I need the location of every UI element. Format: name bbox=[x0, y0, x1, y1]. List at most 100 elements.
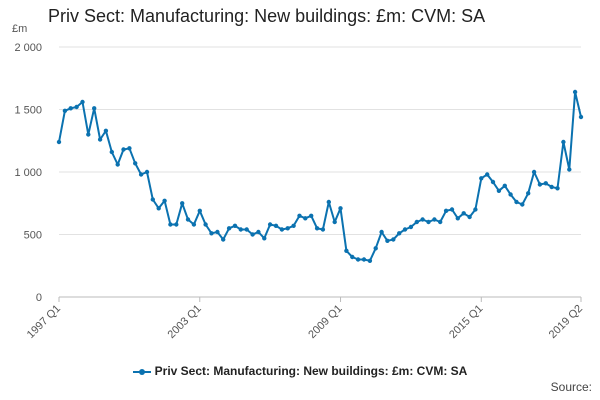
data-point bbox=[408, 224, 414, 230]
data-point bbox=[297, 213, 302, 218]
series-layer bbox=[56, 89, 584, 263]
data-point bbox=[180, 201, 185, 206]
data-point bbox=[502, 183, 507, 188]
y-tick-label: 1 000 bbox=[14, 167, 42, 179]
data-point bbox=[109, 149, 115, 155]
data-point bbox=[221, 237, 226, 242]
data-point bbox=[314, 226, 320, 231]
x-tick-label: 2019 Q2 bbox=[547, 303, 585, 341]
data-point bbox=[244, 227, 249, 232]
data-point bbox=[508, 192, 513, 197]
data-point bbox=[250, 232, 255, 237]
data-point bbox=[291, 223, 296, 228]
data-point bbox=[267, 222, 273, 227]
data-point bbox=[455, 216, 460, 221]
data-point bbox=[226, 226, 232, 231]
data-point bbox=[361, 257, 367, 262]
data-point bbox=[543, 181, 548, 186]
data-point bbox=[92, 106, 97, 111]
data-point bbox=[520, 202, 525, 207]
data-point bbox=[420, 217, 425, 222]
data-point bbox=[133, 161, 138, 166]
data-point bbox=[526, 191, 531, 196]
data-point bbox=[144, 169, 150, 175]
data-point bbox=[320, 227, 326, 232]
data-point bbox=[303, 216, 308, 221]
data-point bbox=[215, 229, 220, 235]
data-point bbox=[97, 137, 103, 142]
data-point bbox=[391, 237, 396, 242]
legend-line-marker-icon bbox=[132, 367, 151, 377]
source-label: Source: bbox=[550, 380, 592, 394]
data-point bbox=[350, 254, 355, 260]
y-tick-label: 0 bbox=[36, 292, 42, 304]
y-tick-label: 2 000 bbox=[14, 42, 42, 54]
data-point bbox=[309, 213, 314, 218]
data-point bbox=[191, 222, 197, 227]
data-point bbox=[537, 182, 543, 187]
data-point bbox=[80, 99, 85, 105]
data-point bbox=[479, 176, 484, 181]
data-point bbox=[256, 229, 261, 235]
data-point bbox=[514, 199, 519, 205]
data-point bbox=[473, 207, 478, 212]
data-point bbox=[162, 198, 167, 203]
data-point bbox=[174, 222, 179, 227]
legend-label: Priv Sect: Manufacturing: New buildings:… bbox=[154, 364, 468, 378]
data-point bbox=[185, 217, 191, 222]
data-point bbox=[238, 227, 243, 232]
data-point bbox=[262, 236, 267, 241]
data-point bbox=[127, 146, 132, 151]
data-point bbox=[355, 257, 361, 262]
data-point bbox=[168, 222, 173, 227]
data-point bbox=[121, 147, 126, 152]
data-point bbox=[103, 128, 109, 133]
data-point bbox=[62, 108, 68, 114]
x-tick-label: 2003 Q1 bbox=[166, 303, 204, 341]
data-point bbox=[285, 226, 290, 231]
data-point bbox=[402, 227, 408, 232]
y-tick-label: 1 500 bbox=[14, 105, 42, 117]
y-axis-ticks: 0 500 1 000 1 500 2 000 bbox=[14, 42, 42, 304]
data-point bbox=[549, 184, 554, 190]
data-point bbox=[344, 248, 349, 253]
x-tick-label: 1997 Q1 bbox=[25, 303, 63, 341]
data-point bbox=[332, 219, 337, 225]
data-point bbox=[561, 139, 566, 145]
data-point bbox=[578, 114, 584, 120]
data-point bbox=[438, 219, 443, 225]
data-point bbox=[467, 214, 472, 220]
x-axis-ticks: 1997 Q1 2003 Q1 2009 Q1 2015 Q1 2019 Q2 bbox=[25, 297, 585, 341]
data-point bbox=[279, 227, 285, 232]
data-point bbox=[74, 104, 79, 110]
data-point bbox=[555, 186, 560, 191]
data-point bbox=[385, 238, 390, 243]
data-point bbox=[449, 207, 455, 212]
data-point bbox=[461, 211, 466, 216]
data-point bbox=[567, 167, 572, 172]
data-point bbox=[115, 162, 120, 167]
data-point bbox=[490, 179, 496, 185]
data-point bbox=[156, 206, 161, 211]
data-point bbox=[197, 208, 202, 213]
y-axis-unit-label: £m bbox=[12, 23, 27, 35]
data-point bbox=[326, 199, 331, 205]
gridlines bbox=[59, 46, 581, 298]
data-point bbox=[373, 246, 378, 251]
legend: Priv Sect: Manufacturing: New buildings:… bbox=[0, 364, 600, 378]
data-point bbox=[138, 172, 144, 177]
data-point bbox=[56, 139, 62, 145]
chart-title: Priv Sect: Manufacturing: New buildings:… bbox=[48, 6, 486, 26]
data-point bbox=[209, 231, 214, 236]
data-point bbox=[338, 206, 343, 211]
data-point bbox=[232, 223, 238, 228]
data-point bbox=[432, 217, 437, 222]
data-point bbox=[203, 222, 208, 227]
data-point bbox=[68, 106, 73, 111]
data-point bbox=[426, 219, 431, 225]
data-point bbox=[150, 197, 155, 202]
data-point bbox=[485, 172, 490, 177]
data-point bbox=[86, 132, 91, 137]
x-tick-label: 2009 Q1 bbox=[306, 303, 344, 341]
